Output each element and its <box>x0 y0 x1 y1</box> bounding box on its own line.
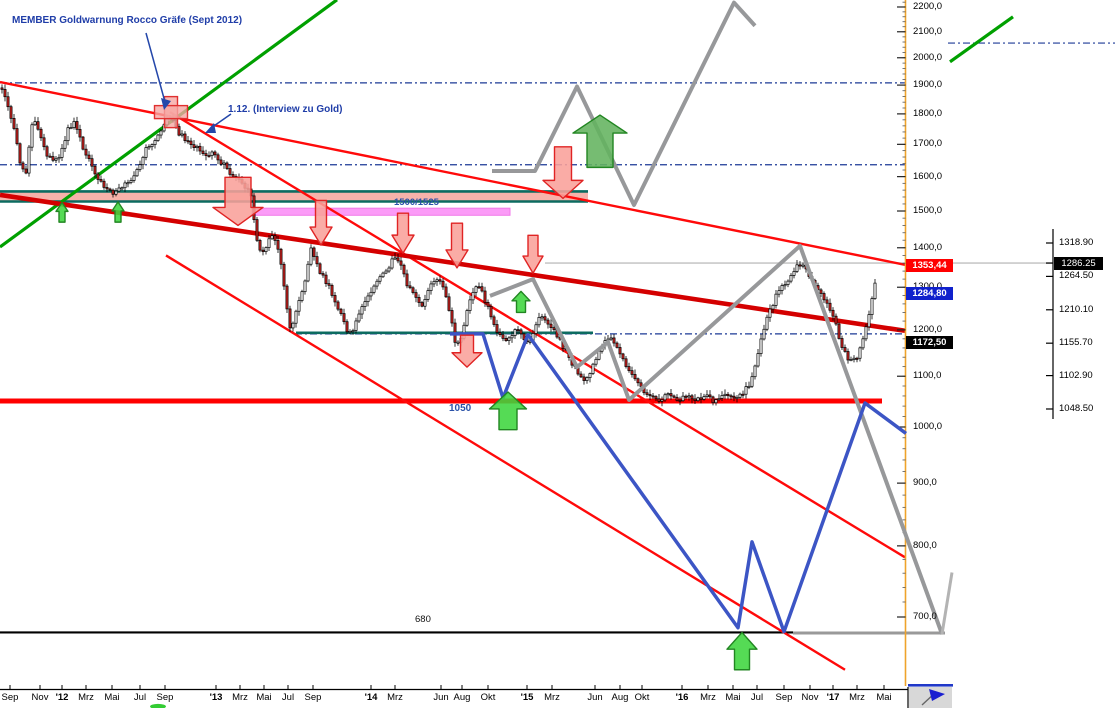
y-axis-label: 1600,0 <box>913 170 943 182</box>
x-axis-label: Sep <box>156 692 174 703</box>
support-resistance-lines <box>0 331 945 635</box>
x-axis-label: '12 <box>55 692 69 703</box>
x-axis-label: Jul <box>133 692 147 703</box>
forecast-zigzag-gray <box>489 0 954 635</box>
y-axis-label: 700,0 <box>913 611 937 622</box>
x-axis-label: Okt <box>634 692 650 703</box>
secondary-scale-label: 1264.50 <box>1059 270 1094 282</box>
support-1050-label: 1050 <box>449 403 472 414</box>
forecast-zigzag-blue <box>450 332 908 634</box>
secondary-scale-label: 1210.10 <box>1059 303 1094 315</box>
x-axis-label: '13 <box>209 692 223 703</box>
green-highlight-ellipse <box>150 703 166 708</box>
price-alert-badge: 1353,44 <box>906 259 953 273</box>
secondary-scale-label: 1048.50 <box>1059 402 1094 414</box>
x-axis-label: '14 <box>364 692 378 703</box>
x-axis-label: Okt <box>480 692 496 703</box>
x-axis-label: Mrz <box>849 692 865 703</box>
annotation-callouts <box>145 32 232 133</box>
y-axis-label: 1800,0 <box>913 107 943 119</box>
secondary-scale-axis <box>1046 229 1054 419</box>
up-arrows <box>55 114 758 671</box>
x-axis-label: Mrz <box>78 692 94 703</box>
panel-accent-bar <box>908 684 953 687</box>
y-axis-label: 1200,0 <box>913 323 943 335</box>
secondary-scale-label: 1155.70 <box>1059 337 1093 349</box>
x-axis-label: Nov <box>801 692 819 703</box>
x-axis-label: Aug <box>453 692 471 703</box>
time-axis <box>0 684 953 708</box>
y-axis-label: 1500,0 <box>913 205 943 216</box>
x-axis-label: Mai <box>104 692 120 703</box>
price-alert-badge: 1172,50 <box>906 335 953 349</box>
y-axis-label: 1100,0 <box>913 370 942 382</box>
x-axis-label: '15 <box>520 692 534 703</box>
down-arrows <box>212 146 584 368</box>
x-axis-label: Mai <box>256 692 272 703</box>
y-axis-label: 1900,0 <box>913 79 943 91</box>
x-axis-label: Jun <box>587 692 603 703</box>
y-axis-label: 1400,0 <box>913 241 943 253</box>
member-goldwarnung-note: MEMBER Goldwarnung Rocco Gräfe (Sept 201… <box>12 15 243 26</box>
x-axis-label: Mrz <box>700 692 716 703</box>
target-680-label: 680 <box>415 614 431 625</box>
price-axis <box>897 0 907 686</box>
y-axis-label: 1000,0 <box>913 421 943 432</box>
x-axis-label: Mrz <box>387 692 403 703</box>
secondary-scale-label: 1318.90 <box>1059 237 1094 248</box>
y-axis-label: 1300,0 <box>913 281 959 293</box>
zone-1500-1525-label: 1500/1525 <box>394 197 439 208</box>
x-axis-label: Mai <box>876 692 892 703</box>
y-axis-label: 1700,0 <box>913 138 943 150</box>
x-axis-label: Mrz <box>544 692 560 703</box>
y-axis-label: 2000,0 <box>913 51 943 63</box>
x-axis-label: '16 <box>675 692 689 703</box>
x-axis-label: Jun <box>433 692 449 703</box>
y-axis-label: 800,0 <box>913 539 937 551</box>
x-axis-label: Jul <box>281 692 295 703</box>
x-axis-label: '17 <box>826 692 840 703</box>
x-axis-label: Sep <box>775 692 793 703</box>
secondary-scale-badge: 1286.25 <box>1054 256 1103 270</box>
x-axis-label: Mai <box>725 692 741 703</box>
x-axis-label: Aug <box>611 692 629 703</box>
crash-cross-marker <box>153 95 189 129</box>
trend-lines-red <box>0 80 906 671</box>
interview-note: 1.12. (Interview zu Gold) <box>228 104 343 115</box>
y-axis-label: 2100,0 <box>913 25 943 37</box>
price-alert-badge: 1284,80 <box>906 287 953 300</box>
resistance-band-1500-1525 <box>0 190 588 216</box>
y-axis-label: 2200,0 <box>913 0 943 12</box>
x-axis-label: Mrz <box>232 692 248 703</box>
blue-flag-icon[interactable] <box>921 689 945 706</box>
x-axis-label: Sep <box>1 692 19 703</box>
secondary-scale-label: 1102.90 <box>1059 369 1093 381</box>
x-axis-label: Jul <box>750 692 764 703</box>
x-axis-label: Sep <box>304 692 322 703</box>
candlestick-series <box>0 84 877 407</box>
x-axis-label: Nov <box>31 692 49 703</box>
y-axis-label: 900,0 <box>913 477 937 489</box>
